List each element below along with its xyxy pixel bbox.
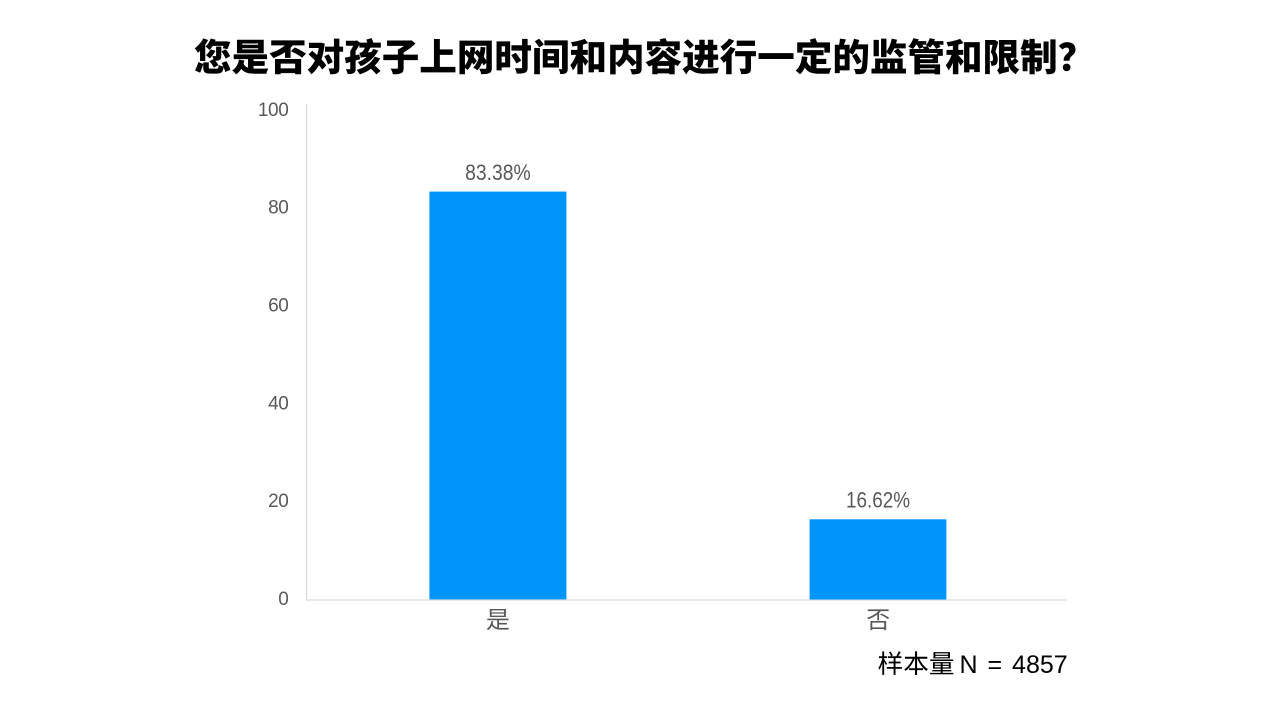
svg-text:40: 40: [268, 393, 288, 414]
svg-text:0: 0: [278, 589, 288, 610]
svg-text:100: 100: [258, 100, 289, 121]
svg-text:16.62%: 16.62%: [846, 488, 910, 513]
svg-text:80: 80: [268, 198, 288, 219]
svg-text:60: 60: [268, 296, 288, 317]
svg-text:20: 20: [268, 491, 288, 512]
svg-text:N = 4857: N = 4857: [960, 651, 1068, 679]
svg-text:83.38%: 83.38%: [465, 160, 531, 185]
